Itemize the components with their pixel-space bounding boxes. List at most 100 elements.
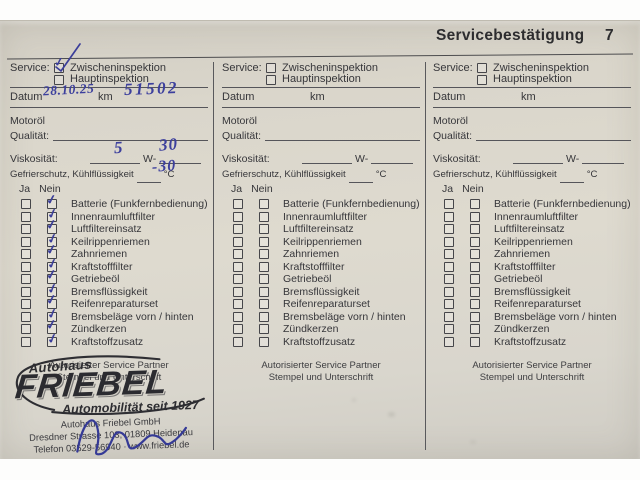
checklist-item-label: Batterie (Funkfernbedienung) — [494, 198, 631, 210]
section-divider — [433, 87, 631, 88]
checklist-item-label: Luftfiltereinsatz — [71, 223, 142, 235]
checklist-row: Keilrippenriemen — [433, 236, 631, 249]
zwischeninspektion-label: Zwischeninspektion — [282, 61, 378, 74]
nein-checkbox: ✓ — [45, 216, 58, 235]
nein-checkbox: ✓ — [45, 305, 59, 322]
checklist-row: Batterie (Funkfernbedienung) — [433, 198, 631, 211]
ja-checkbox — [233, 261, 243, 272]
checklist-item-label: Getriebeöl — [71, 273, 120, 285]
celsius-label: °C — [586, 169, 598, 181]
ja-checkbox — [233, 336, 243, 347]
checklist-item-label: Bremsbeläge vorn / hinten — [71, 310, 194, 323]
ja-checkbox — [233, 324, 243, 335]
stamp-swoosh-lines — [15, 355, 205, 415]
ja-checkbox — [444, 224, 454, 235]
checklist-row: Kraftstoffzusatz — [222, 336, 420, 349]
ja-checkbox — [21, 199, 31, 210]
checklist-row: ✓ Innenraumluftfilter — [10, 205, 208, 224]
checklist-row: ✓ Keilrippenriemen — [10, 230, 208, 249]
nein-checkbox — [470, 299, 480, 310]
column-separator — [213, 62, 214, 450]
checklist-row: Batterie (Funkfernbedienung) — [222, 198, 420, 211]
checklist-row: Innenraumluftfilter — [222, 211, 420, 224]
checklist-item-label: Bremsflüssigkeit — [283, 285, 360, 298]
checklist-item-label: Keilrippenriemen — [71, 235, 150, 248]
nein-checkbox — [470, 211, 480, 222]
km-label: km — [310, 91, 325, 103]
nein-checkbox — [470, 261, 480, 272]
checklist-row: Zahnriemen — [433, 248, 631, 261]
checklist-row: Bremsflüssigkeit — [433, 286, 631, 299]
nein-checkbox: ✓ — [45, 230, 59, 247]
nein-column-header: Nein — [39, 183, 61, 195]
nein-checkbox: ✓ — [45, 191, 58, 210]
nein-column-header: Nein — [462, 183, 484, 195]
service-record-column: Service: Zwischeninspektion Hauptinspekt… — [222, 62, 420, 383]
viscosity-write-in-line — [582, 153, 625, 164]
checklist-row: Luftfiltereinsatz — [433, 223, 631, 236]
checklist-item-label: Kraftstofffilter — [71, 260, 133, 273]
nein-checkbox — [470, 274, 480, 285]
parts-checklist: ✓ Batterie (Funkfernbedienung) ✓ Innenrauml… — [10, 191, 208, 348]
checklist-item-label: Zahnriemen — [494, 248, 551, 260]
nein-checkbox — [259, 211, 269, 222]
nein-checkbox — [259, 249, 269, 260]
nein-checkbox — [470, 249, 480, 260]
authorized-partner-text: Autorisierter Service Partner — [49, 360, 169, 371]
parts-checklist: Batterie (Funkfernbedienung) Innenraumluf… — [433, 198, 631, 348]
checklist-item-label: Getriebeöl — [283, 273, 332, 285]
km-label: km — [98, 91, 113, 103]
checklist-row: Keilrippenriemen — [222, 236, 420, 249]
nein-checkbox — [259, 224, 269, 235]
checklist-item-label: Luftfiltereinsatz — [283, 223, 354, 235]
viskositaet-label: Viskosität: — [433, 152, 481, 165]
checklist-item-label: Bremsflüssigkeit — [71, 285, 148, 298]
ja-checkbox — [444, 299, 454, 310]
checklist-item-label: Innenraumluftfilter — [71, 210, 156, 223]
checklist-row: Luftfiltereinsatz — [222, 223, 420, 236]
datum-label: Datum — [433, 91, 466, 103]
checklist-item-label: Keilrippenriemen — [494, 235, 573, 248]
ja-column-header: Ja — [442, 183, 454, 195]
qualitaet-write-in-line — [265, 130, 420, 141]
nein-checkbox — [259, 336, 269, 347]
checklist-item-label: Getriebeöl — [494, 273, 543, 285]
checklist-row: Zündkerzen — [222, 323, 420, 336]
checklist-row: Kraftstofffilter — [433, 261, 631, 274]
motoroel-label: Motoröl — [433, 114, 469, 127]
checklist-item-label: Zahnriemen — [283, 248, 340, 260]
qualitaet-write-in-line — [476, 130, 631, 141]
checklist-item-label: Innenraumluftfilter — [283, 210, 368, 223]
ja-checkbox — [233, 274, 243, 285]
ja-checkbox — [444, 286, 454, 297]
checklist-row: Reifenreparaturset — [222, 298, 420, 311]
ja-checkbox — [21, 311, 31, 322]
nein-checkbox — [259, 236, 269, 247]
checklist-item-label: Kraftstofffilter — [494, 260, 556, 273]
checklist-row: ✓ Bremsbeläge vorn / hinten — [10, 305, 208, 324]
nein-checkbox — [259, 261, 269, 272]
nein-checkbox: ✓ — [45, 316, 58, 335]
ja-checkbox — [233, 311, 243, 322]
temperature-write-in-line — [559, 172, 584, 183]
parts-checklist: Batterie (Funkfernbedienung) Innenraumluf… — [222, 198, 420, 348]
nein-checkbox — [259, 311, 269, 322]
checklist-row: Bremsflüssigkeit — [222, 286, 420, 299]
temperature-write-in-line — [136, 172, 161, 183]
checklist-row: ✓ Bremsflüssigkeit — [10, 280, 208, 299]
ja-checkbox — [21, 261, 31, 272]
hauptinspektion-label: Hauptinspektion — [493, 73, 572, 85]
nein-checkbox: ✓ — [45, 255, 59, 272]
ja-checkbox — [444, 274, 454, 285]
motoroel-label: Motoröl — [10, 114, 46, 127]
nein-checkbox — [470, 236, 480, 247]
checklist-row: Getriebeöl — [433, 273, 631, 286]
ja-checkbox — [444, 211, 454, 222]
zwischeninspektion-checkbox — [477, 63, 487, 73]
qualitaet-write-in-line — [53, 130, 208, 141]
nein-checkbox: ✓ — [45, 205, 59, 222]
checklist-row: Reifenreparaturset — [433, 298, 631, 311]
ja-checkbox — [444, 236, 454, 247]
checklist-row: ✓ Getriebeöl — [10, 266, 208, 286]
km-label: km — [521, 91, 536, 103]
